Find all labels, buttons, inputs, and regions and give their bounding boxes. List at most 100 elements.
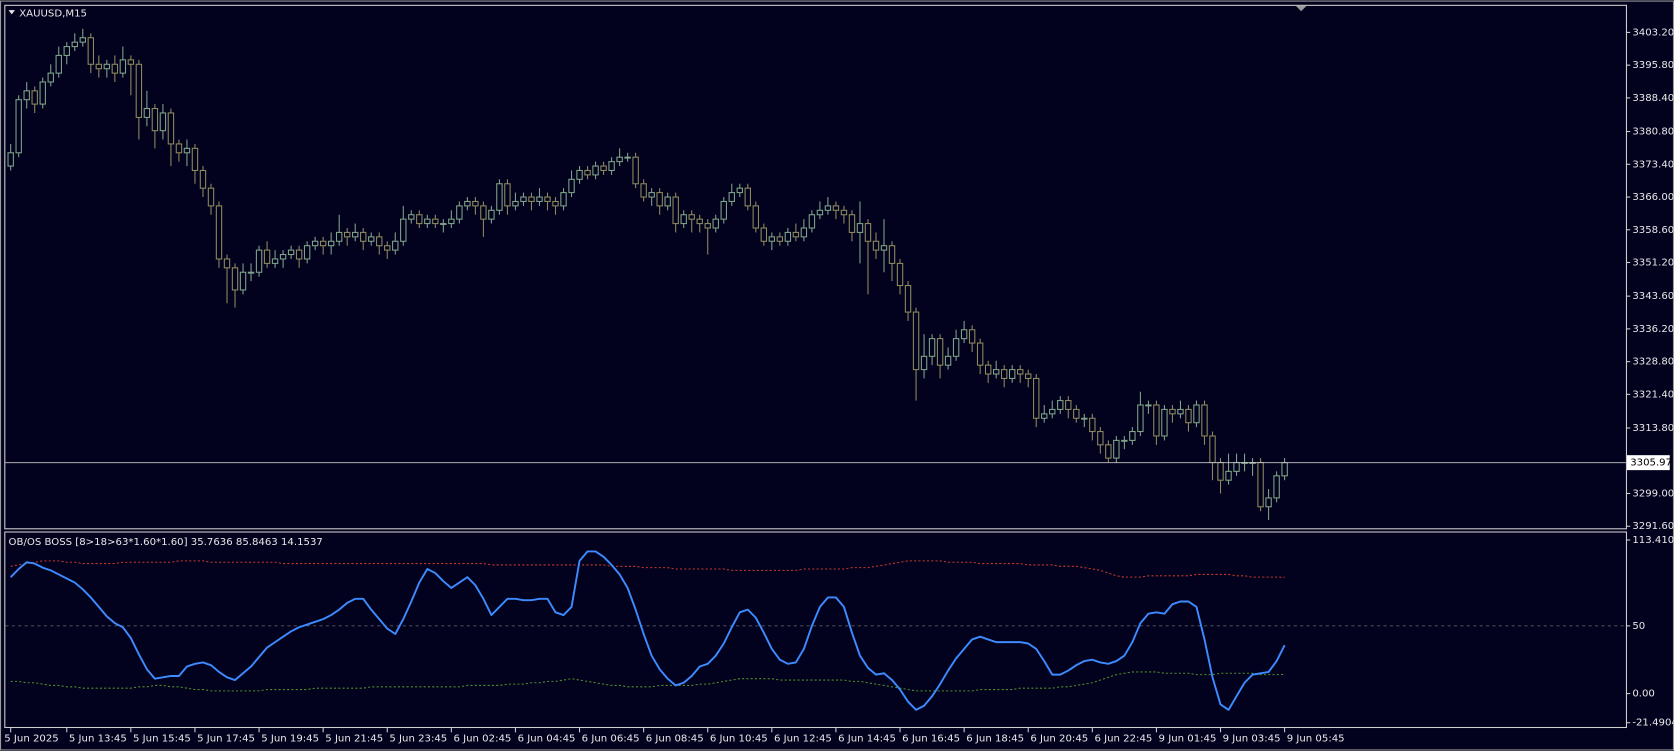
candle-body bbox=[656, 192, 663, 207]
y-tick-label: 3328.80 bbox=[1632, 357, 1674, 368]
candle-body bbox=[536, 196, 543, 202]
x-tick-label: 6 Jun 16:45 bbox=[902, 734, 960, 745]
candle-body bbox=[87, 37, 95, 65]
candle-body bbox=[159, 112, 167, 132]
indicator-title: OB/OS BOSS [8>18>63*1.60*1.60] 35.7636 8… bbox=[9, 537, 323, 548]
candle-body bbox=[95, 63, 103, 70]
candle-body bbox=[191, 147, 199, 172]
candle-body bbox=[840, 209, 848, 216]
candle-body bbox=[624, 156, 631, 159]
candle-body bbox=[640, 183, 647, 198]
candle-body bbox=[39, 81, 46, 105]
x-tick-label: 6 Jun 06:45 bbox=[582, 734, 640, 745]
candle-body bbox=[744, 187, 752, 207]
candle-body bbox=[696, 218, 703, 225]
candle-body bbox=[880, 245, 888, 251]
candle-body bbox=[1161, 408, 1168, 437]
shift-marker bbox=[1295, 5, 1307, 12]
candle-body bbox=[600, 165, 607, 172]
candle-body bbox=[520, 196, 527, 202]
candle-body bbox=[792, 231, 800, 238]
candle-body bbox=[704, 223, 711, 229]
candle-body bbox=[1089, 417, 1096, 433]
x-tick-label: 5 Jun 13:45 bbox=[69, 734, 127, 745]
candle-body bbox=[736, 187, 743, 194]
candle-body bbox=[151, 107, 159, 132]
candle-body bbox=[528, 196, 535, 202]
candle-body bbox=[247, 271, 255, 274]
candle-body bbox=[71, 41, 78, 48]
candle-body bbox=[896, 262, 904, 287]
candle-body bbox=[544, 196, 551, 202]
candle-body bbox=[1193, 404, 1200, 424]
x-tick-label: 6 Jun 10:45 bbox=[710, 734, 768, 745]
candle-body bbox=[303, 245, 311, 260]
indicator-line bbox=[10, 560, 1285, 578]
candle-body bbox=[768, 236, 776, 242]
candle-body bbox=[368, 236, 375, 242]
x-tick-label: 9 Jun 05:45 bbox=[1287, 734, 1345, 745]
main-panel bbox=[4, 4, 1627, 530]
y-tick-label: 3395.80 bbox=[1632, 60, 1674, 71]
candle-body bbox=[416, 214, 423, 225]
candle-body bbox=[568, 178, 575, 194]
chart-title: XAUUSD,M15 bbox=[19, 8, 87, 19]
candle-body bbox=[432, 218, 439, 225]
candle-body bbox=[712, 218, 719, 229]
candle-body bbox=[215, 205, 223, 260]
candle-body bbox=[1257, 461, 1264, 508]
candle-body bbox=[119, 59, 127, 74]
candle-body bbox=[448, 218, 455, 225]
candle-body bbox=[760, 227, 768, 242]
candle-body bbox=[7, 152, 14, 167]
candle-body bbox=[1049, 408, 1056, 415]
y-tick-label: 3380.80 bbox=[1632, 127, 1674, 138]
y-tick-label: 3299.00 bbox=[1632, 488, 1674, 499]
candle-body bbox=[392, 240, 399, 251]
y-tick-label: 3366.00 bbox=[1632, 192, 1674, 203]
candle-body bbox=[720, 200, 727, 220]
candle-body bbox=[1281, 462, 1288, 477]
candle-body bbox=[1265, 497, 1272, 508]
candle-body bbox=[912, 311, 920, 371]
candle-body bbox=[1017, 369, 1024, 375]
candle-body bbox=[23, 90, 30, 101]
last-price-box bbox=[1626, 455, 1670, 471]
x-tick-label: 6 Jun 18:45 bbox=[966, 734, 1024, 745]
candle-body bbox=[263, 249, 271, 264]
candle-body bbox=[223, 258, 231, 269]
y-tick-label: 3321.40 bbox=[1632, 389, 1674, 400]
candle-body bbox=[327, 240, 335, 247]
y-tick-label: 3343.60 bbox=[1632, 291, 1674, 302]
candle-body bbox=[175, 143, 183, 154]
last-price-label: 3305.97 bbox=[1630, 458, 1672, 469]
candle-body bbox=[135, 63, 143, 118]
candle-body bbox=[928, 338, 936, 357]
y-tick-label: 3291.60 bbox=[1632, 521, 1674, 532]
candle-body bbox=[816, 209, 824, 216]
y-tick-label: 3336.20 bbox=[1632, 324, 1674, 335]
candle-body bbox=[504, 183, 511, 207]
x-tick-label: 6 Jun 12:45 bbox=[774, 734, 832, 745]
x-tick-label: 6 Jun 08:45 bbox=[646, 734, 704, 745]
candle-body bbox=[111, 63, 119, 74]
candle-body bbox=[856, 223, 864, 233]
candle-body bbox=[1033, 377, 1040, 419]
candle-body bbox=[287, 249, 295, 256]
x-tick-label: 5 Jun 15:45 bbox=[133, 734, 191, 745]
candle-body bbox=[351, 231, 359, 238]
candle-body bbox=[311, 240, 319, 247]
candle-body bbox=[143, 107, 151, 118]
candle-body bbox=[496, 183, 503, 211]
menu-arrow[interactable] bbox=[8, 10, 15, 15]
candle-body bbox=[55, 54, 62, 74]
candle-body bbox=[680, 214, 687, 225]
candle-body bbox=[207, 187, 215, 207]
candle-body bbox=[488, 209, 495, 220]
candle-body bbox=[608, 161, 615, 172]
candle-body bbox=[512, 200, 519, 207]
y-tick-label: 3388.40 bbox=[1632, 93, 1674, 104]
